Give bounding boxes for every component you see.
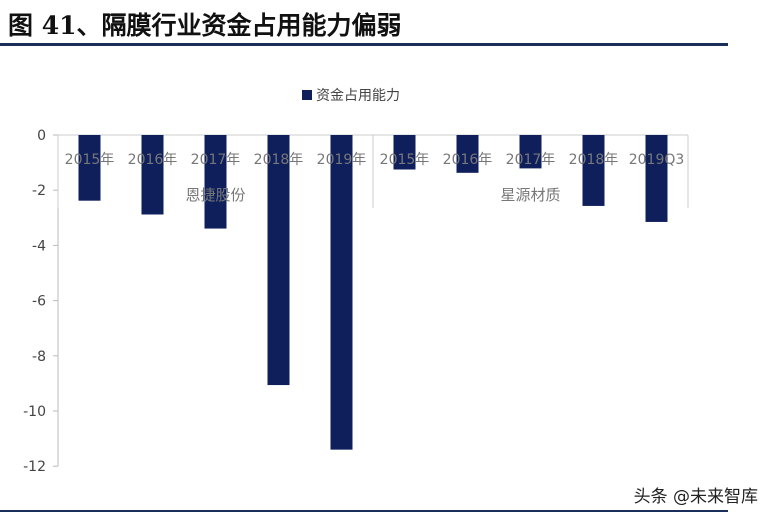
- y-tick-label: -2: [32, 183, 46, 199]
- legend-swatch: [302, 90, 312, 100]
- bar: [267, 135, 290, 386]
- group-label: 星源材质: [500, 186, 560, 204]
- bar: [204, 135, 227, 229]
- y-tick-label: -8: [32, 349, 46, 365]
- bar: [78, 135, 101, 201]
- y-tick-label: -6: [32, 294, 46, 310]
- y-tick-label: -12: [23, 459, 46, 475]
- bar: [393, 135, 416, 170]
- bar: [645, 135, 668, 222]
- watermark: 头条 @未来智库: [633, 487, 758, 507]
- bar: [582, 135, 605, 206]
- x-tick-label: 2019年: [317, 152, 367, 168]
- y-tick-label: -10: [23, 404, 46, 420]
- figure-title: 图 41、隔膜行业资金占用能力偏弱: [8, 11, 402, 40]
- title-underline: [0, 43, 728, 46]
- y-tick-label: 0: [37, 128, 46, 144]
- bar: [141, 135, 164, 215]
- x-tick-label: 2016年: [443, 152, 493, 168]
- group-label: 恩捷股份: [185, 186, 245, 204]
- x-tick-label: 2018年: [569, 152, 619, 168]
- x-tick-label: 2015年: [65, 152, 115, 168]
- y-tick-label: -4: [32, 238, 46, 254]
- x-tick-label: 2019Q3: [629, 152, 685, 168]
- bar: [330, 135, 353, 450]
- bar: [519, 135, 542, 169]
- x-tick-label: 2015年: [380, 152, 430, 168]
- bottom-rule: [0, 510, 728, 512]
- x-tick-label: 2017年: [191, 152, 241, 168]
- bar: [456, 135, 479, 173]
- x-tick-label: 2017年: [506, 152, 556, 168]
- x-tick-label: 2018年: [254, 152, 304, 168]
- legend-label: 资金占用能力: [316, 88, 400, 104]
- x-tick-label: 2016年: [128, 152, 178, 168]
